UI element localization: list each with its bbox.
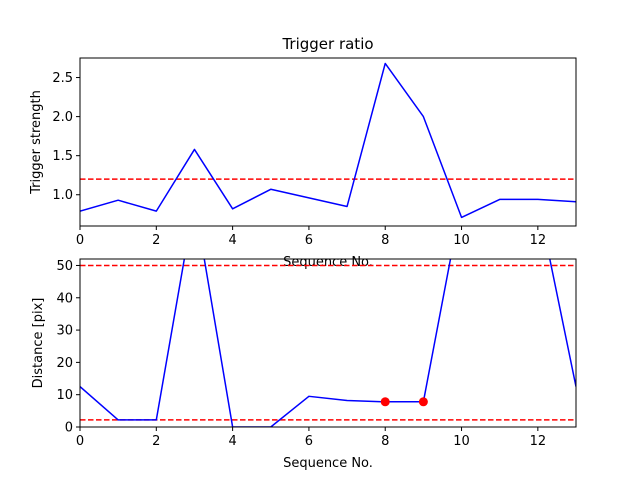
bottom-x-tick-label: 0 [76, 434, 84, 449]
bottom-x-tick-label: 8 [381, 434, 389, 449]
bottom-marker-0 [380, 397, 390, 407]
bottom-x-tick-label: 12 [530, 434, 547, 449]
bottom-y-tick-label: 50 [56, 259, 73, 274]
top-x-tick-label: 8 [381, 233, 389, 248]
top-chart-ylabel: Trigger strength [29, 90, 44, 195]
top-chart-title: Trigger ratio [281, 35, 373, 53]
bottom-chart-ylabel: Distance [pix] [31, 298, 46, 389]
bottom-y-tick-label: 20 [56, 356, 73, 371]
bottom-chart: 0 2 4 6 8 10 12 0 10 20 30 40 50 [56, 258, 577, 449]
top-chart-xlabel: Sequence No. [283, 255, 373, 270]
top-x-tick-label: 4 [228, 233, 236, 248]
bottom-axes-frame [79, 258, 577, 428]
bottom-x-tick-label: 6 [305, 434, 313, 449]
bottom-y-tick-label: 10 [56, 388, 73, 403]
top-axes-frame [79, 57, 577, 227]
top-chart: 0 2 4 6 8 10 12 1.0 1.5 2.0 2.5 [52, 57, 577, 248]
top-series-line-0 [80, 62, 576, 219]
bottom-plot-area [80, 259, 576, 427]
top-y-tick-label: 1.0 [52, 188, 73, 203]
bottom-x-tick-label: 10 [453, 434, 470, 449]
top-x-tick-label: 10 [453, 233, 470, 248]
top-plot-area [80, 62, 576, 219]
bottom-x-tick-label: 4 [228, 434, 236, 449]
top-y-tick-label: 2.0 [52, 110, 73, 125]
bottom-marker-1 [418, 397, 428, 407]
bottom-series-line-0 [80, 259, 576, 427]
top-x-tick-label: 2 [152, 233, 160, 248]
top-x-tick-label: 0 [76, 233, 84, 248]
bottom-y-tick-label: 30 [56, 324, 73, 339]
bottom-x-tick-label: 2 [152, 434, 160, 449]
top-x-tick-label: 12 [530, 233, 547, 248]
top-y-tick-label: 1.5 [52, 149, 73, 164]
top-x-tick-label: 6 [305, 233, 313, 248]
bottom-y-tick-label: 40 [56, 291, 73, 306]
top-y-tick-label: 2.5 [52, 71, 73, 86]
bottom-chart-xlabel: Sequence No. [283, 456, 373, 471]
bottom-y-tick-label: 0 [65, 421, 73, 436]
